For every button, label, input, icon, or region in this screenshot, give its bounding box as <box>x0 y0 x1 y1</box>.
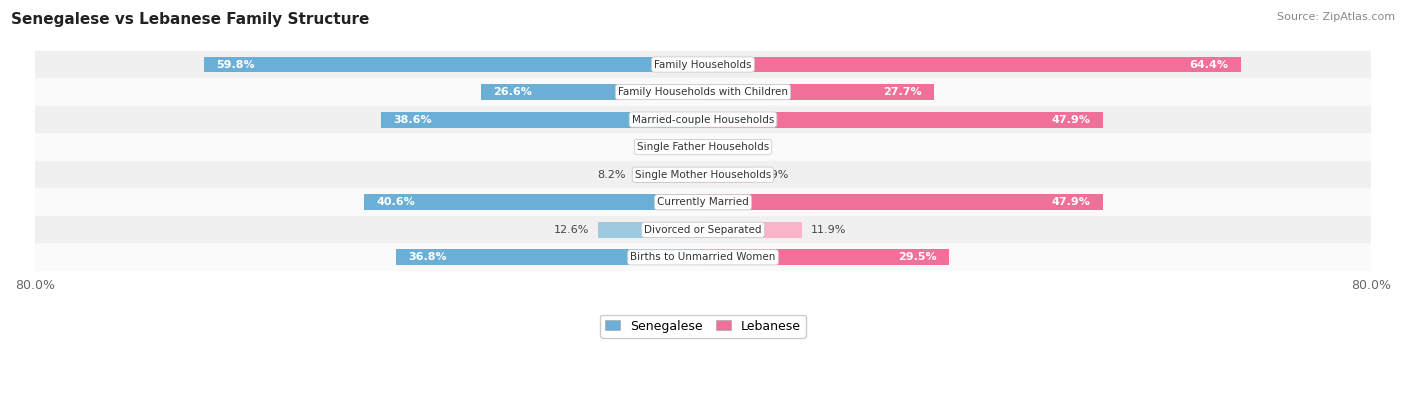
Text: 38.6%: 38.6% <box>394 115 432 124</box>
FancyBboxPatch shape <box>35 78 1371 106</box>
Text: 59.8%: 59.8% <box>217 60 254 70</box>
Bar <box>703 167 752 183</box>
Text: Single Mother Households: Single Mother Households <box>636 170 770 180</box>
Bar <box>703 222 803 238</box>
Text: 2.3%: 2.3% <box>647 142 675 152</box>
Text: 2.1%: 2.1% <box>728 142 758 152</box>
Text: Source: ZipAtlas.com: Source: ZipAtlas.com <box>1277 12 1395 22</box>
Text: 29.5%: 29.5% <box>898 252 936 262</box>
Bar <box>395 249 703 265</box>
Bar <box>204 56 703 73</box>
FancyBboxPatch shape <box>35 134 1371 161</box>
Bar <box>598 222 703 238</box>
Text: 26.6%: 26.6% <box>494 87 533 97</box>
Text: Family Households with Children: Family Households with Children <box>619 87 787 97</box>
Text: 8.2%: 8.2% <box>598 170 626 180</box>
Bar <box>683 139 703 155</box>
Text: Senegalese vs Lebanese Family Structure: Senegalese vs Lebanese Family Structure <box>11 12 370 27</box>
Legend: Senegalese, Lebanese: Senegalese, Lebanese <box>600 314 806 338</box>
Bar <box>703 139 720 155</box>
Bar <box>381 112 703 128</box>
Bar <box>634 167 703 183</box>
Text: Births to Unmarried Women: Births to Unmarried Women <box>630 252 776 262</box>
Text: 27.7%: 27.7% <box>883 87 922 97</box>
FancyBboxPatch shape <box>35 188 1371 216</box>
FancyBboxPatch shape <box>35 106 1371 134</box>
Text: 40.6%: 40.6% <box>377 197 415 207</box>
Text: 47.9%: 47.9% <box>1052 115 1091 124</box>
Text: 5.9%: 5.9% <box>761 170 789 180</box>
Text: Divorced or Separated: Divorced or Separated <box>644 225 762 235</box>
Bar <box>703 112 1102 128</box>
FancyBboxPatch shape <box>35 161 1371 188</box>
Bar <box>703 249 949 265</box>
Text: Single Father Households: Single Father Households <box>637 142 769 152</box>
Bar <box>364 194 703 210</box>
FancyBboxPatch shape <box>35 244 1371 271</box>
Text: 64.4%: 64.4% <box>1189 60 1229 70</box>
Text: Married-couple Households: Married-couple Households <box>631 115 775 124</box>
Text: Family Households: Family Households <box>654 60 752 70</box>
Bar <box>703 194 1102 210</box>
Bar <box>703 56 1240 73</box>
FancyBboxPatch shape <box>35 51 1371 78</box>
Text: Currently Married: Currently Married <box>657 197 749 207</box>
Bar <box>481 84 703 100</box>
Text: 11.9%: 11.9% <box>811 225 846 235</box>
Text: 47.9%: 47.9% <box>1052 197 1091 207</box>
FancyBboxPatch shape <box>35 216 1371 244</box>
Text: 36.8%: 36.8% <box>408 252 447 262</box>
Bar <box>703 84 935 100</box>
Text: 12.6%: 12.6% <box>554 225 589 235</box>
